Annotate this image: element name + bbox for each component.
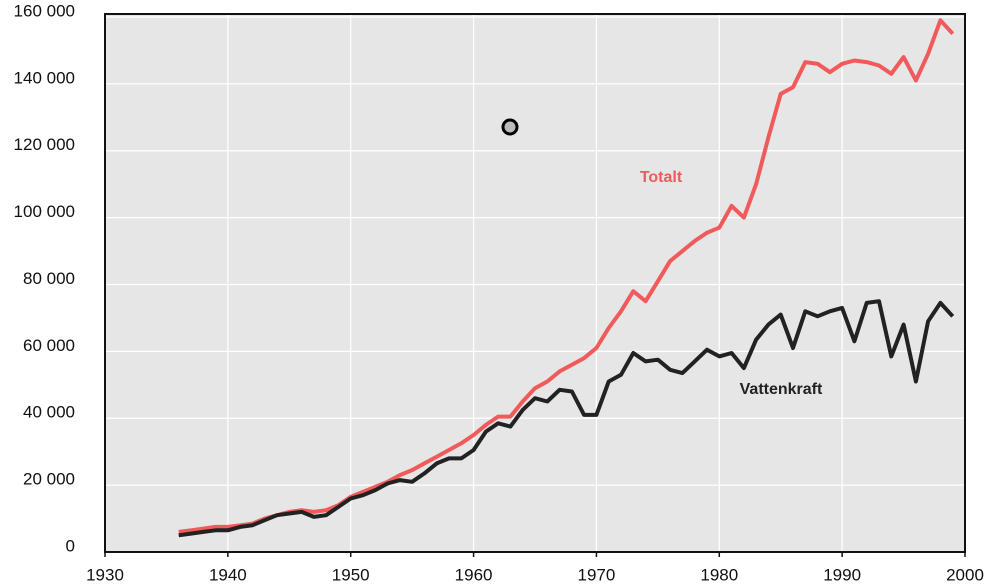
x-tick-label: 1970: [578, 565, 616, 584]
y-tick-label: 160 000: [14, 1, 75, 20]
x-tick-label: 2000: [946, 565, 984, 584]
grid: [104, 14, 966, 553]
y-tick-label: 100 000: [14, 202, 75, 221]
plot-frame: [104, 13, 966, 553]
y-tick-label: 20 000: [23, 470, 75, 489]
series-line: [178, 299, 955, 538]
plot-area: [105, 14, 965, 552]
x-tick-label: 1980: [700, 565, 738, 584]
y-tick-label: 80 000: [23, 269, 75, 288]
y-tick-label: 40 000: [23, 403, 75, 422]
x-tick-label: 1950: [332, 565, 370, 584]
x-tick-label: 1990: [823, 565, 861, 584]
series-label: Vattenkraft: [740, 381, 823, 398]
y-tick-label: 60 000: [23, 336, 75, 355]
marker-artifact: [501, 118, 519, 136]
series-line: [178, 18, 955, 534]
y-tick-label: 120 000: [14, 135, 75, 154]
series-label: Totalt: [640, 169, 683, 186]
lines: [178, 18, 955, 538]
y-tick-label: 0: [66, 536, 75, 555]
x-tick-label: 1940: [209, 565, 247, 584]
y-tick-label: 140 000: [14, 68, 75, 87]
x-tick-label: 1960: [455, 565, 493, 584]
x-tick-label: 1930: [86, 565, 124, 584]
